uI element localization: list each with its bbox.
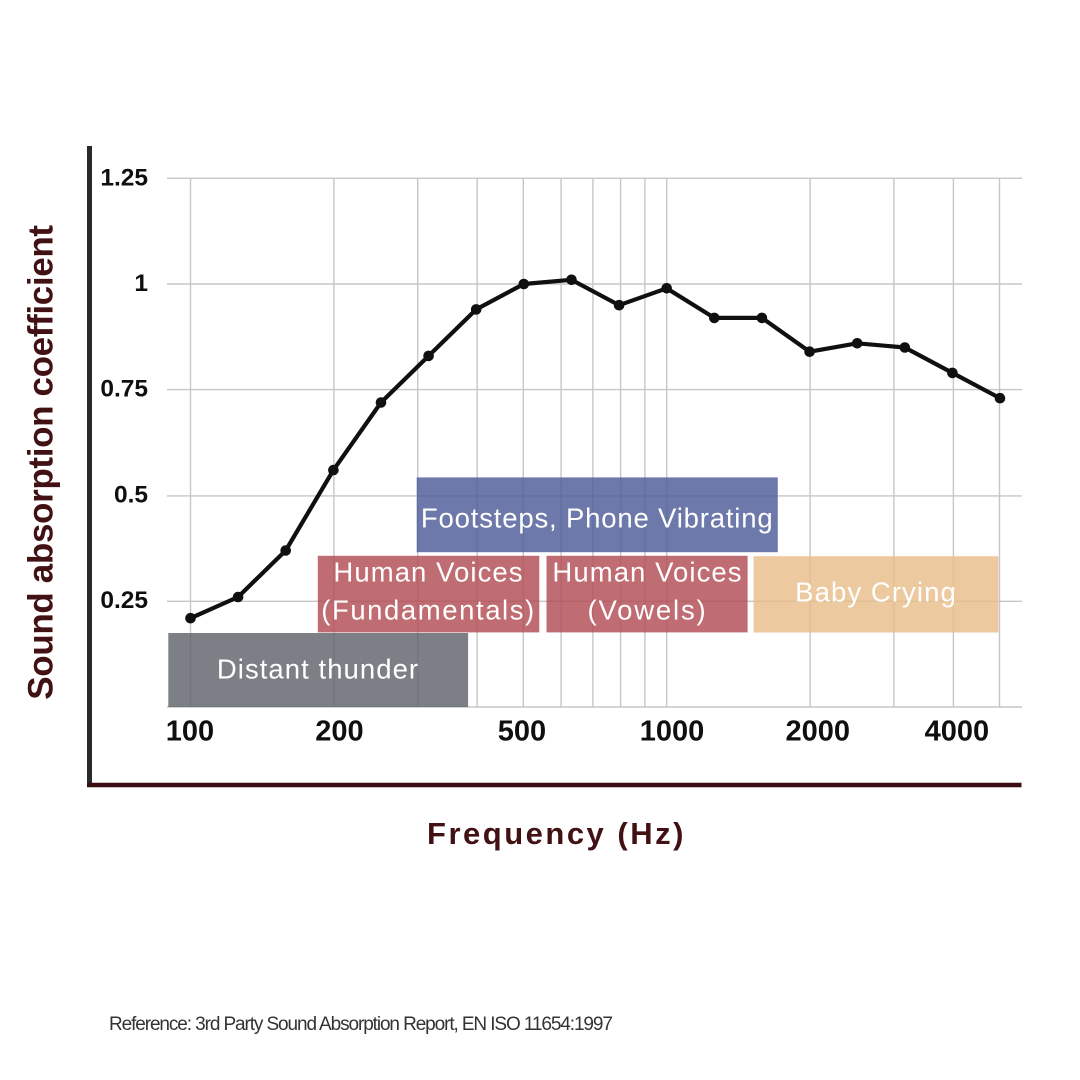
svg-text:500: 500 (498, 716, 546, 748)
svg-text:0.25: 0.25 (100, 587, 148, 614)
svg-text:2000: 2000 (786, 716, 851, 748)
svg-text:1000: 1000 (640, 716, 705, 748)
svg-text:200: 200 (315, 716, 363, 748)
svg-text:1.25: 1.25 (100, 165, 148, 192)
svg-text:Reference: 3rd Party Sound Abs: Reference: 3rd Party Sound Absorption Re… (109, 1014, 612, 1035)
svg-text:Footsteps, Phone Vibrating: Footsteps, Phone Vibrating (421, 503, 774, 534)
svg-text:0.5: 0.5 (114, 482, 148, 509)
svg-text:(Fundamentals): (Fundamentals) (321, 595, 536, 626)
svg-text:Frequency (Hz): Frequency (Hz) (427, 816, 686, 851)
svg-text:Baby Crying: Baby Crying (795, 577, 957, 608)
svg-text:Sound absorption coefficient: Sound absorption coefficient (22, 225, 61, 700)
svg-text:4000: 4000 (925, 716, 990, 748)
svg-text:Distant thunder: Distant thunder (217, 653, 419, 684)
svg-text:Human Voices: Human Voices (552, 557, 742, 588)
svg-text:100: 100 (166, 716, 214, 748)
svg-text:0.75: 0.75 (100, 375, 148, 402)
svg-text:Human Voices: Human Voices (333, 557, 523, 588)
svg-text:1: 1 (134, 270, 148, 297)
svg-text:(Vowels): (Vowels) (587, 595, 707, 626)
